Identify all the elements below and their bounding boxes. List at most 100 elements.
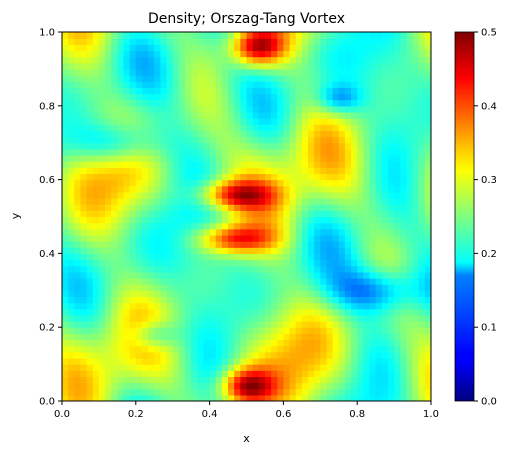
heatmap-cell	[240, 118, 248, 125]
heatmap-cell	[135, 38, 143, 45]
heatmap-cell	[178, 44, 186, 52]
heatmap-cell	[185, 351, 192, 359]
heatmap-cell	[74, 81, 82, 88]
heatmap-cell	[228, 105, 235, 113]
heatmap-cell	[209, 357, 217, 365]
heatmap-cell	[221, 370, 229, 377]
heatmap-cell	[68, 228, 75, 236]
heatmap-cell	[86, 339, 94, 347]
heatmap-cell	[406, 321, 414, 328]
heatmap-cell	[135, 124, 143, 131]
heatmap-cell	[326, 339, 334, 347]
heatmap-cell	[357, 99, 364, 107]
heatmap-cell	[166, 345, 174, 353]
heatmap-cell	[381, 241, 389, 248]
heatmap-cell	[80, 204, 88, 211]
heatmap-cell	[344, 111, 352, 119]
heatmap-cell	[166, 105, 174, 113]
heatmap-cell	[387, 302, 395, 310]
heatmap-cell	[68, 56, 75, 64]
heatmap-cell	[68, 204, 75, 211]
heatmap-cell	[123, 62, 131, 70]
heatmap-cell	[283, 198, 291, 205]
heatmap-cell	[80, 394, 88, 401]
heatmap-cell	[92, 222, 100, 230]
heatmap-cell	[203, 259, 211, 267]
heatmap-cell	[363, 161, 371, 168]
heatmap-cell	[215, 296, 223, 304]
heatmap-cell	[295, 105, 303, 113]
heatmap-cell	[357, 185, 364, 193]
heatmap-cell	[338, 345, 346, 353]
heatmap-cell	[412, 142, 420, 150]
heatmap-cell	[68, 142, 75, 150]
heatmap-cell	[203, 118, 211, 125]
heatmap-cell	[141, 93, 149, 101]
heatmap-cell	[418, 394, 426, 401]
heatmap-cell	[295, 124, 303, 131]
heatmap-cell	[344, 62, 352, 70]
heatmap-cell	[74, 241, 82, 248]
heatmap-cell	[105, 278, 112, 285]
heatmap-cell	[234, 142, 241, 150]
heatmap-cell	[424, 265, 431, 273]
heatmap-cell	[203, 321, 211, 328]
heatmap-cell	[289, 247, 297, 254]
heatmap-cell	[166, 142, 174, 150]
heatmap-cell	[197, 148, 205, 156]
heatmap-cell	[314, 87, 321, 95]
heatmap-cell	[92, 376, 100, 384]
heatmap-cell	[246, 394, 254, 401]
heatmap-cell	[68, 44, 75, 52]
heatmap-cell	[400, 99, 407, 107]
heatmap-cell	[357, 161, 364, 168]
heatmap-cell	[351, 364, 358, 371]
heatmap-cell	[338, 259, 346, 267]
heatmap-cell	[394, 345, 401, 353]
heatmap-cell	[308, 111, 315, 119]
heatmap-cell	[246, 191, 254, 199]
heatmap-cell	[418, 185, 426, 193]
heatmap-cell	[135, 44, 143, 52]
heatmap-cell	[117, 241, 125, 248]
heatmap-cell	[92, 228, 100, 236]
heatmap-cell	[111, 296, 118, 304]
heatmap-cell	[375, 38, 383, 45]
heatmap-cell	[86, 87, 94, 95]
heatmap-cell	[320, 87, 328, 95]
heatmap-cell	[320, 68, 328, 76]
heatmap-cell	[74, 228, 82, 236]
heatmap-cell	[62, 198, 69, 205]
heatmap-cell	[344, 68, 352, 76]
heatmap-cell	[400, 38, 407, 45]
heatmap-cell	[394, 394, 401, 401]
heatmap-cell	[215, 210, 223, 218]
heatmap-cell	[338, 234, 346, 242]
heatmap-cell	[209, 142, 217, 150]
heatmap-cell	[92, 382, 100, 390]
heatmap-cell	[178, 253, 186, 261]
heatmap-cell	[369, 81, 377, 88]
heatmap-cell	[62, 210, 69, 218]
heatmap-cell	[381, 259, 389, 267]
heatmap-cell	[86, 191, 94, 199]
heatmap-cell	[344, 216, 352, 224]
heatmap-cell	[314, 118, 321, 125]
heatmap-cell	[105, 228, 112, 236]
heatmap-cell	[277, 130, 284, 138]
heatmap-cell	[111, 327, 118, 334]
heatmap-cell	[363, 376, 371, 384]
heatmap-cell	[234, 105, 241, 113]
heatmap-cell	[381, 99, 389, 107]
heatmap-cell	[418, 179, 426, 187]
heatmap-cell	[228, 308, 235, 316]
heatmap-cell	[344, 327, 352, 334]
heatmap-cell	[62, 234, 69, 242]
heatmap-cell	[240, 179, 248, 187]
heatmap-cell	[418, 124, 426, 131]
heatmap-cell	[74, 376, 82, 384]
heatmap-cell	[412, 339, 420, 347]
heatmap-cell	[351, 247, 358, 254]
heatmap-cell	[252, 124, 260, 131]
heatmap-cell	[258, 210, 266, 218]
